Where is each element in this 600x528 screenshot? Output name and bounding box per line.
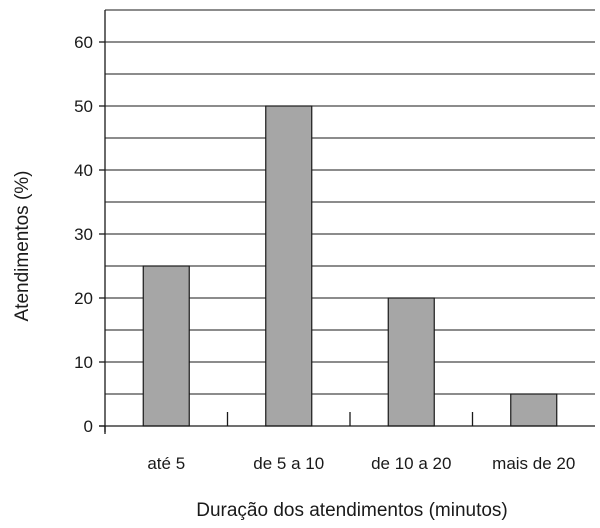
x-tick-label: até 5 (147, 454, 185, 473)
bar (510, 393, 558, 427)
bar (387, 297, 435, 427)
y-axis-label: Atendimentos (%) (12, 170, 33, 321)
y-tick-label: 20 (74, 289, 93, 308)
x-tick-label: de 5 a 10 (253, 454, 324, 473)
x-tick-label: mais de 20 (492, 454, 575, 473)
y-tick-label: 60 (74, 33, 93, 52)
y-tick-label: 40 (74, 161, 93, 180)
y-tick-label: 0 (84, 417, 93, 436)
x-axis-label: Duração dos atendimentos (minutos) (196, 500, 508, 521)
bars (142, 105, 558, 427)
y-tick-label: 50 (74, 97, 93, 116)
y-tick-label: 30 (74, 225, 93, 244)
bar (142, 265, 190, 427)
bar (265, 105, 313, 427)
x-tick-label: de 10 a 20 (371, 454, 451, 473)
x-tick-labels: até 5 de 5 a 10 de 10 a 20 mais de 20 (147, 454, 575, 473)
y-tick-labels: 0 10 20 30 40 50 60 (74, 33, 93, 436)
y-tick-label: 10 (74, 353, 93, 372)
axes (99, 10, 595, 434)
